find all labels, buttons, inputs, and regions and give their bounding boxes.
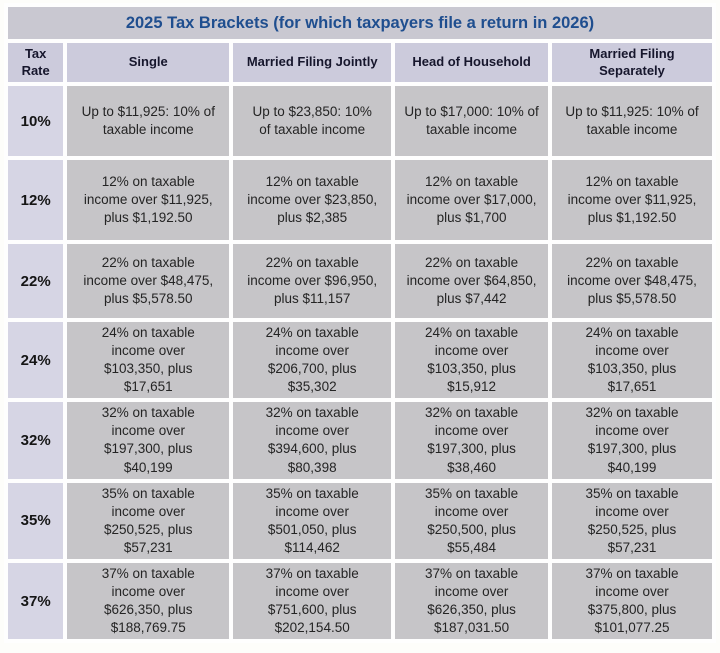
table-title: 2025 Tax Brackets (for which taxpayers f…	[8, 7, 712, 39]
table-row-35-percent: 35% 35% on taxable income over $250,525,…	[8, 482, 712, 559]
table-row-37-percent: 37% 37% on taxable income over $626,350,…	[8, 562, 712, 640]
table-row-24-percent: 24% 24% on taxable income over $103,350,…	[8, 322, 712, 399]
bracket-cell-married-jointly: 12% on taxable income over $23,850, plus…	[233, 160, 392, 240]
bracket-cell-single: 32% on taxable income over $197,300, plu…	[67, 402, 230, 479]
bracket-cell-married-jointly: 37% on taxable income over $751,600, plu…	[233, 562, 392, 640]
bracket-cell-head-of-household: 32% on taxable income over $197,300, plu…	[395, 402, 549, 479]
tax-rate-cell: 12%	[8, 160, 64, 240]
bracket-cell-married-jointly: 24% on taxable income over $206,700, plu…	[233, 322, 392, 399]
header-row: Tax Rate Single Married Filing Jointly H…	[8, 43, 712, 82]
bracket-cell-head-of-household: 12% on taxable income over $17,000, plus…	[395, 160, 549, 240]
bracket-cell-married-jointly: 22% on taxable income over $96,950, plus…	[233, 244, 392, 318]
table-row-32-percent: 32% 32% on taxable income over $197,300,…	[8, 402, 712, 479]
bracket-cell-single: Up to $11,925: 10% of taxable income	[67, 86, 230, 156]
tax-rate-cell: 35%	[8, 482, 64, 559]
column-header-single: Single	[67, 43, 230, 82]
bracket-cell-married-separately: 35% on taxable income over $250,525, plu…	[552, 482, 712, 559]
bracket-cell-single: 22% on taxable income over $48,475, plus…	[67, 244, 230, 318]
table-row-10-percent: 10% Up to $11,925: 10% of taxable income…	[8, 86, 712, 156]
column-header-tax-rate: Tax Rate	[8, 43, 64, 82]
bracket-cell-married-separately: 32% on taxable income over $197,300, plu…	[552, 402, 712, 479]
bracket-cell-single: 12% on taxable income over $11,925, plus…	[67, 160, 230, 240]
tax-rate-cell: 37%	[8, 562, 64, 640]
bracket-cell-single: 35% on taxable income over $250,525, plu…	[67, 482, 230, 559]
column-header-married-filing-separately: Married Filing Separately	[552, 43, 712, 82]
bracket-cell-head-of-household: 22% on taxable income over $64,850, plus…	[395, 244, 549, 318]
bracket-cell-head-of-household: Up to $17,000: 10% of taxable income	[395, 86, 549, 156]
bracket-cell-single: 24% on taxable income over $103,350, plu…	[67, 322, 230, 399]
bracket-cell-married-separately: Up to $11,925: 10% of taxable income	[552, 86, 712, 156]
table-row-12-percent: 12% 12% on taxable income over $11,925, …	[8, 160, 712, 240]
bracket-cell-married-jointly: 35% on taxable income over $501,050, plu…	[233, 482, 392, 559]
bracket-cell-married-separately: 22% on taxable income over $48,475, plus…	[552, 244, 712, 318]
tax-rate-cell: 10%	[8, 86, 64, 156]
bracket-cell-head-of-household: 35% on taxable income over $250,500, plu…	[395, 482, 549, 559]
bracket-cell-single: 37% on taxable income over $626,350, plu…	[67, 562, 230, 640]
bracket-cell-head-of-household: 24% on taxable income over $103,350, plu…	[395, 322, 549, 399]
bracket-cell-married-jointly: 32% on taxable income over $394,600, plu…	[233, 402, 392, 479]
tax-brackets-table: 2025 Tax Brackets (for which taxpayers f…	[4, 3, 716, 644]
bracket-cell-head-of-household: 37% on taxable income over $626,350, plu…	[395, 562, 549, 640]
tax-rate-cell: 24%	[8, 322, 64, 399]
column-header-head-of-household: Head of Household	[395, 43, 549, 82]
bracket-cell-married-jointly: Up to $23,850: 10% of taxable income	[233, 86, 392, 156]
title-row: 2025 Tax Brackets (for which taxpayers f…	[8, 7, 712, 39]
column-header-married-filing-jointly: Married Filing Jointly	[233, 43, 392, 82]
bracket-cell-married-separately: 24% on taxable income over $103,350, plu…	[552, 322, 712, 399]
tax-rate-cell: 22%	[8, 244, 64, 318]
bracket-cell-married-separately: 12% on taxable income over $11,925, plus…	[552, 160, 712, 240]
tax-rate-cell: 32%	[8, 402, 64, 479]
table-row-22-percent: 22% 22% on taxable income over $48,475, …	[8, 244, 712, 318]
bracket-cell-married-separately: 37% on taxable income over $375,800, plu…	[552, 562, 712, 640]
